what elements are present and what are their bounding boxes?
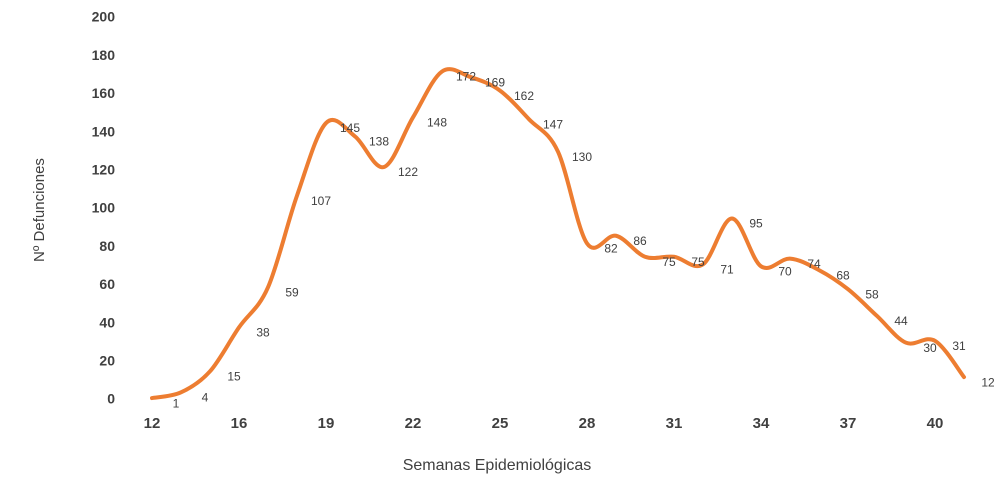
data-label: 44: [894, 314, 908, 328]
data-label: 75: [691, 255, 705, 269]
data-label: 1: [173, 396, 180, 410]
data-label: 82: [604, 242, 618, 256]
x-tick-label: 34: [753, 415, 770, 432]
data-label: 122: [398, 165, 418, 179]
data-label: 74: [807, 257, 821, 271]
y-tick-label: 200: [92, 9, 116, 25]
data-label: 130: [572, 150, 592, 164]
y-tick-label: 180: [92, 47, 116, 63]
data-label: 58: [865, 287, 879, 301]
y-tick-label: 120: [92, 162, 116, 178]
data-label: 4: [202, 391, 209, 405]
data-label: 38: [256, 326, 270, 340]
data-label: 12: [981, 375, 994, 389]
y-tick-label: 20: [99, 353, 115, 369]
data-label: 59: [285, 285, 299, 299]
data-label: 148: [427, 115, 447, 129]
data-label: 145: [340, 121, 360, 135]
data-label: 70: [778, 264, 792, 278]
data-label: 107: [311, 194, 331, 208]
data-label: 71: [720, 263, 734, 277]
x-tick-label: 12: [144, 415, 161, 432]
data-label: 86: [633, 234, 647, 248]
x-tick-label: 19: [318, 415, 335, 432]
data-label: 138: [369, 135, 389, 149]
data-label: 31: [952, 339, 966, 353]
x-tick-label: 22: [405, 415, 422, 432]
data-label: 15: [227, 370, 241, 384]
data-label: 162: [514, 89, 534, 103]
data-label: 30: [923, 341, 937, 355]
data-label: 75: [662, 255, 676, 269]
data-label: 95: [749, 217, 763, 231]
x-tick-label: 16: [231, 415, 248, 432]
data-label: 147: [543, 117, 563, 131]
x-axis-label: Semanas Epidemiológicas: [403, 457, 592, 474]
y-tick-label: 160: [92, 85, 116, 101]
x-tick-label: 31: [666, 415, 683, 432]
x-tick-label: 40: [927, 415, 944, 432]
y-tick-label: 80: [99, 238, 115, 254]
data-label: 172: [456, 70, 476, 84]
y-axis-label: Nº Defunciones: [31, 158, 48, 262]
data-label: 68: [836, 268, 850, 282]
y-tick-label: 60: [99, 276, 115, 292]
y-tick-label: 0: [107, 391, 115, 407]
y-tick-label: 40: [99, 314, 115, 330]
y-tick-label: 140: [92, 123, 116, 139]
x-tick-label: 37: [840, 415, 857, 432]
y-tick-label: 100: [92, 200, 116, 216]
x-tick-label: 25: [492, 415, 509, 432]
line: [150, 67, 966, 401]
x-tick-label: 28: [579, 415, 596, 432]
data-label: 169: [485, 75, 505, 89]
